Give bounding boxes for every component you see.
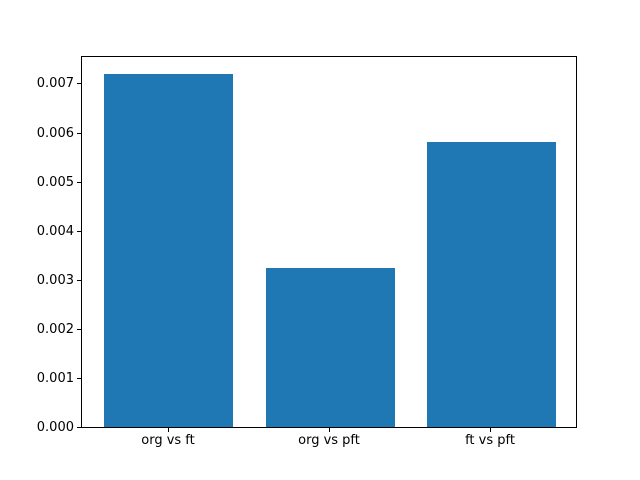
bar-org-vs-pft bbox=[266, 268, 395, 427]
y-tick-mark bbox=[77, 427, 81, 428]
y-tick-mark bbox=[77, 231, 81, 232]
y-tick-label: 0.005 bbox=[36, 175, 74, 190]
y-tick-mark bbox=[77, 378, 81, 379]
x-tick-mark bbox=[329, 428, 330, 432]
y-tick-mark bbox=[77, 280, 81, 281]
x-tick-mark bbox=[168, 428, 169, 432]
y-tick-label: 0.003 bbox=[36, 273, 74, 288]
plot-area bbox=[81, 56, 577, 428]
y-tick-label: 0.002 bbox=[36, 322, 74, 337]
bar-ft-vs-pft bbox=[427, 142, 556, 427]
y-tick-label: 0.000 bbox=[36, 420, 74, 435]
y-tick-mark bbox=[77, 329, 81, 330]
x-tick-label: org vs ft bbox=[141, 433, 195, 448]
y-tick-label: 0.004 bbox=[36, 224, 74, 239]
y-tick-label: 0.001 bbox=[36, 371, 74, 386]
x-tick-label: org vs pft bbox=[298, 433, 360, 448]
x-tick-mark bbox=[490, 428, 491, 432]
y-tick-mark bbox=[77, 83, 81, 84]
y-tick-mark bbox=[77, 182, 81, 183]
y-tick-label: 0.006 bbox=[36, 126, 74, 141]
bar-org-vs-ft bbox=[104, 74, 233, 427]
y-tick-mark bbox=[77, 133, 81, 134]
y-tick-label: 0.007 bbox=[36, 76, 74, 91]
x-tick-label: ft vs pft bbox=[465, 433, 515, 448]
